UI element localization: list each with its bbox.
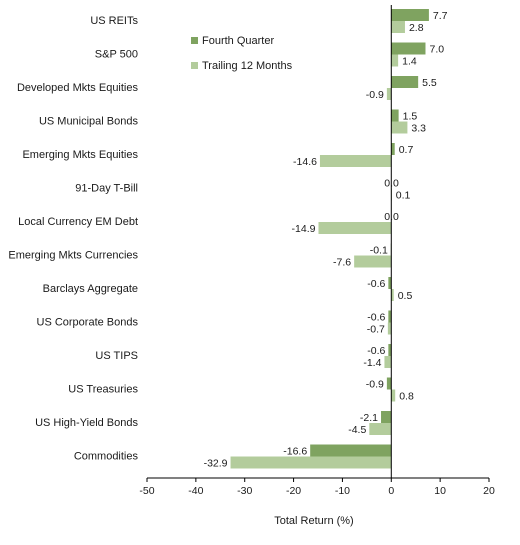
legend-swatch [191,37,198,44]
axes-layer: -50 -40 -30 -20 -10 0 10 20 [139,5,495,497]
legend-label: Fourth Quarter [202,35,274,47]
legend-label: Trailing 12 Months [202,60,293,72]
x-tick-label: -30 [237,485,252,497]
category-label: 91-Day T-Bill [75,183,138,195]
bar-trailing-12-months [231,457,392,469]
bar-trailing-12-months [354,256,391,268]
x-tick-label: 20 [483,485,495,497]
bar-trailing-12-months [369,423,391,435]
bar-fourth-quarter [391,110,398,122]
data-label: 7.0 [429,44,444,56]
data-label: -4.5 [348,424,366,436]
legend: Fourth Quarter Trailing 12 Months [191,35,293,72]
data-label: 1.5 [403,111,418,123]
bar-trailing-12-months [318,222,391,234]
bar-fourth-quarter [387,378,391,390]
data-label: -0.9 [366,89,384,101]
bar-trailing-12-months [391,55,398,67]
category-label: Emerging Mkts Equities [22,149,138,161]
category-label: Developed Mkts Equities [17,82,139,94]
category-label: US Treasuries [68,384,138,396]
bar-trailing-12-months [384,356,391,368]
data-label: -0.6 [367,278,385,290]
data-label: -7.6 [333,257,351,269]
data-label: 7.7 [433,10,448,22]
data-label: -0.9 [366,379,384,391]
bar-trailing-12-months [320,155,391,167]
data-label: -0.1 [370,245,388,257]
category-label: US TIPS [95,350,138,362]
category-label: US High-Yield Bonds [35,417,138,429]
category-label: Commodities [74,451,139,463]
data-label: 0.7 [399,144,414,156]
labels-layer: US REITs 7.7 2.8 S&P 500 7.0 1.4 Developed Mkt… [8,10,447,470]
x-tick-label: -20 [286,485,301,497]
data-label: -2.1 [360,412,378,424]
x-tick-label: 0 [388,485,394,497]
bar-fourth-quarter [310,445,391,457]
bar-trailing-12-months [388,323,391,335]
x-tick-label: 10 [434,485,446,497]
bar-trailing-12-months [391,122,407,134]
data-label: 0.8 [399,391,414,403]
data-label: 5.5 [422,77,437,89]
bar-fourth-quarter [391,43,425,55]
data-label: -14.9 [292,223,316,235]
data-label: 0.5 [398,290,413,302]
category-label: Emerging Mkts Currencies [8,250,138,262]
category-label: US Municipal Bonds [39,116,139,128]
data-label: 2.8 [409,22,424,34]
data-label: -1.4 [363,357,381,369]
category-label: US Corporate Bonds [37,317,139,329]
data-label: 3.3 [411,123,426,135]
category-label: S&P 500 [95,49,138,61]
data-label: 0.0 [384,178,399,190]
x-tick-label: -10 [335,485,350,497]
x-axis-label: Total Return (%) [274,515,353,527]
category-label: Barclays Aggregate [43,283,138,295]
data-label: -16.6 [283,446,307,458]
data-label: 1.4 [402,56,417,68]
data-label: -0.7 [367,324,385,336]
bar-trailing-12-months [391,390,395,402]
bar-trailing-12-months [391,21,405,33]
data-label: 0.0 [384,211,399,223]
x-tick-label: -50 [139,485,154,497]
bar-fourth-quarter [381,411,391,423]
category-label: US REITs [90,15,138,27]
data-label: -0.6 [367,312,385,324]
data-label: -14.6 [293,156,317,168]
x-tick-label: -40 [188,485,203,497]
bar-trailing-12-months [387,88,391,100]
bar-fourth-quarter [391,76,418,88]
data-label: -0.6 [367,345,385,357]
legend-swatch [191,62,198,69]
data-label: -32.9 [204,458,228,470]
data-label: 0.1 [396,190,411,202]
bar-fourth-quarter [391,9,429,21]
category-label: Local Currency EM Debt [18,216,138,228]
bar-fourth-quarter [391,143,394,155]
